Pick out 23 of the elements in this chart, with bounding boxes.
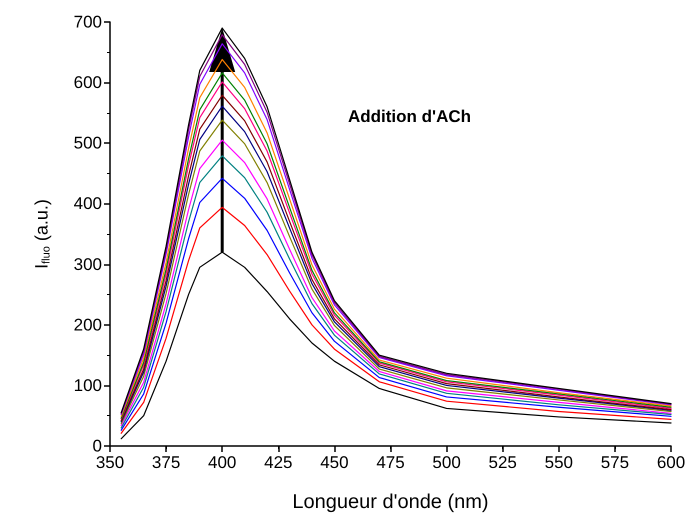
x-tick-label: 550 [544, 453, 573, 472]
y-axis-title: Ifluo (a.u.) [32, 199, 52, 269]
x-tick-label: 600 [656, 453, 686, 472]
y-tick-label: 600 [74, 73, 102, 92]
x-tick-label: 450 [320, 453, 349, 472]
x-tick-label: 400 [208, 453, 236, 472]
y-tick-label: 100 [74, 376, 102, 395]
y-tick-label: 0 [92, 436, 102, 456]
x-tick-label: 475 [376, 453, 405, 472]
y-tick-label: 400 [74, 194, 102, 214]
x-tick-label: 575 [600, 453, 630, 472]
x-tick-label: 350 [96, 453, 124, 472]
x-tick-label: 500 [432, 453, 461, 472]
y-tick-label: 200 [74, 315, 102, 334]
x-axis-title: Longueur d'onde (nm) [292, 491, 489, 513]
x-tick-label: 525 [488, 453, 517, 472]
annotation: Addition d'ACh [348, 107, 472, 126]
x-tick-label: 375 [152, 453, 180, 472]
y-tick-label: 700 [74, 12, 102, 32]
x-tick-label: 425 [264, 453, 292, 472]
line-series [120, 252, 672, 440]
y-tick-label: 500 [74, 134, 102, 153]
y-tick-label: 300 [74, 254, 102, 274]
